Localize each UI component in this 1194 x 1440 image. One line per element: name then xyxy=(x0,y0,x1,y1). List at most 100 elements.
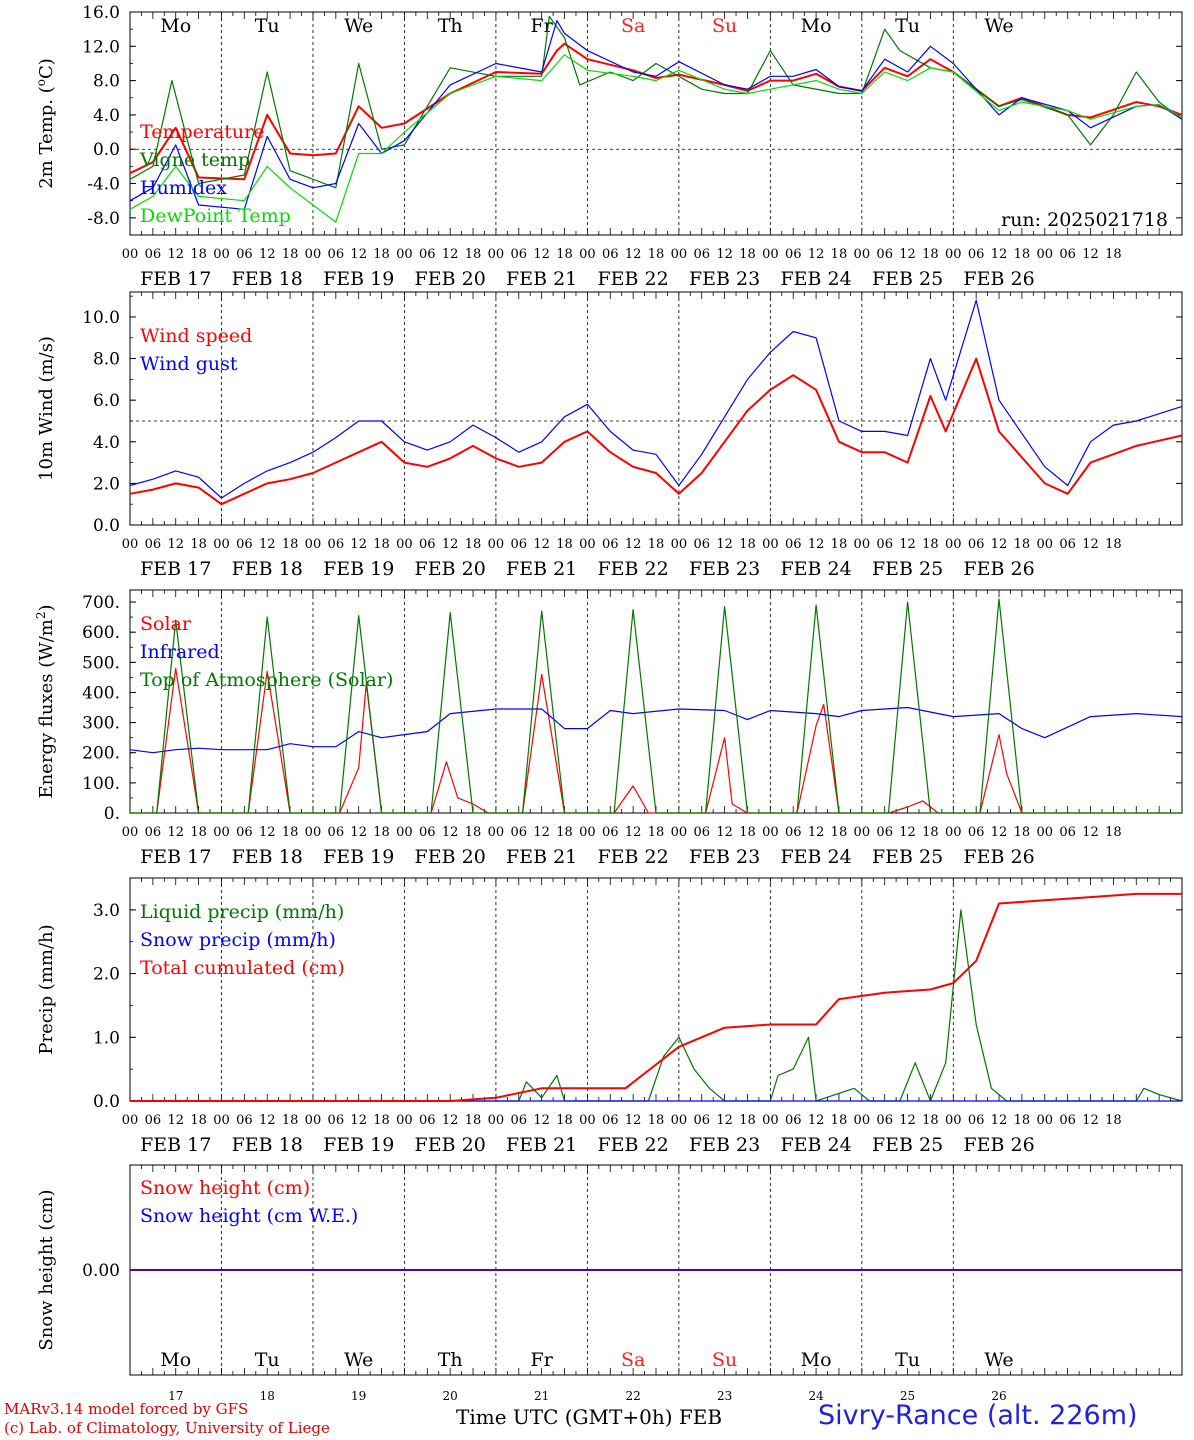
x-hour-label: 12 xyxy=(625,1113,642,1128)
x-hour-label: 12 xyxy=(442,1113,459,1128)
x-hour-label: 00 xyxy=(579,1113,596,1128)
x-hour-label: 12 xyxy=(350,247,367,262)
legend-entry: Humidex xyxy=(140,177,227,199)
panel-wind: 0.0 2.0 4.0 6.0 8.0 10.0 10m Wind (m/s) 00 06 12 1… xyxy=(36,291,1183,580)
y-tick-label: 100. xyxy=(82,774,120,794)
plot-frame xyxy=(129,11,1183,236)
x-hour-label: 18 xyxy=(190,825,207,840)
x-hour-label: 12 xyxy=(716,247,733,262)
series-line-infrared xyxy=(129,706,1183,754)
y-tick-label: 0. xyxy=(104,804,120,824)
x-day-number: 18 xyxy=(260,1389,275,1403)
day-letter: Tu xyxy=(895,15,920,37)
y-axis-label: Snow height (cm) xyxy=(36,1189,57,1350)
x-hour-label: 00 xyxy=(854,247,871,262)
y-tick-label: 0.00 xyxy=(82,1261,120,1281)
x-hour-label: 06 xyxy=(602,247,619,262)
y-tick-label: 4.0 xyxy=(93,106,120,126)
x-date-label: FEB 19 xyxy=(323,1134,394,1156)
x-hour-label: 00 xyxy=(945,247,962,262)
x-hour-label: 00 xyxy=(1037,537,1054,552)
series-line-total-cumulated-cm- xyxy=(130,892,1182,1102)
x-hour-label: 00 xyxy=(305,247,322,262)
x-hour-label: 12 xyxy=(625,537,642,552)
y-tick-label: 8.0 xyxy=(93,72,120,92)
day-letter: Fr xyxy=(531,1349,554,1371)
x-hour-label: 06 xyxy=(693,825,710,840)
x-hour-label: 12 xyxy=(442,537,459,552)
x-hour-label: 18 xyxy=(556,247,573,262)
legend-entry: Snow precip (mm/h) xyxy=(140,929,336,951)
x-hour-label: 12 xyxy=(808,825,825,840)
x-hour-label: 12 xyxy=(899,247,916,262)
x-hour-label: 18 xyxy=(190,537,207,552)
x-date-label: FEB 24 xyxy=(780,268,851,290)
x-hour-label: 06 xyxy=(328,247,345,262)
day-letter: Th xyxy=(438,1349,463,1371)
x-date-label: FEB 17 xyxy=(140,558,211,580)
x-hour-label: 06 xyxy=(876,1113,893,1128)
x-hour-label: 18 xyxy=(1014,537,1031,552)
x-hour-label: 18 xyxy=(922,1113,939,1128)
x-date-label: FEB 23 xyxy=(689,1134,760,1156)
x-hour-label: 12 xyxy=(991,247,1008,262)
y-axis-label: 10m Wind (m/s) xyxy=(36,336,57,481)
x-hour-label: 12 xyxy=(533,537,550,552)
x-hour-label: 00 xyxy=(945,1113,962,1128)
model-credit: MARv3.14 model forced by GFS (c) Lab. of… xyxy=(4,1400,330,1438)
legend-entry: Liquid precip (mm/h) xyxy=(140,901,344,923)
x-day-number: 20 xyxy=(443,1389,458,1403)
x-hour-label: 18 xyxy=(465,537,482,552)
x-date-label: FEB 24 xyxy=(780,1134,851,1156)
x-date-label: FEB 18 xyxy=(232,1134,303,1156)
x-hour-label: 00 xyxy=(671,1113,688,1128)
x-date-label: FEB 22 xyxy=(598,268,669,290)
x-hour-label: 18 xyxy=(373,247,390,262)
x-hour-label: 12 xyxy=(991,537,1008,552)
x-hour-label: 00 xyxy=(122,537,139,552)
x-hour-label: 00 xyxy=(854,537,871,552)
x-date-label: FEB 25 xyxy=(872,268,943,290)
series-line-wind-speed xyxy=(129,357,1183,506)
x-hour-label: 18 xyxy=(556,825,573,840)
x-hour-label: 18 xyxy=(465,825,482,840)
x-hour-label: 00 xyxy=(213,247,230,262)
y-tick-label: 10.0 xyxy=(82,308,120,328)
x-date-label: FEB 24 xyxy=(780,558,851,580)
x-hour-label: 00 xyxy=(488,1113,505,1128)
x-hour-label: 06 xyxy=(785,247,802,262)
x-day-number: 21 xyxy=(534,1389,549,1403)
series-line-humidex xyxy=(129,20,1183,210)
x-hour-label: 06 xyxy=(1059,247,1076,262)
x-hour-label: 06 xyxy=(511,1113,528,1128)
x-date-label: FEB 22 xyxy=(598,1134,669,1156)
x-hour-label: 06 xyxy=(602,825,619,840)
x-hour-label: 12 xyxy=(533,247,550,262)
x-hour-label: 06 xyxy=(328,537,345,552)
x-date-label: FEB 24 xyxy=(780,846,851,868)
x-hour-label: 18 xyxy=(282,537,299,552)
x-hour-label: 00 xyxy=(488,247,505,262)
series-line-dewpoint-temp xyxy=(129,54,1183,223)
x-date-label: FEB 20 xyxy=(415,846,486,868)
y-tick-label: 1.0 xyxy=(93,1028,120,1048)
x-hour-label: 00 xyxy=(1037,247,1054,262)
x-hour-label: 00 xyxy=(854,825,871,840)
x-date-label: FEB 17 xyxy=(140,846,211,868)
y-tick-label: 0.0 xyxy=(93,1092,120,1112)
legend-entry: DewPoint Temp xyxy=(140,205,291,227)
x-hour-label: 18 xyxy=(739,825,756,840)
model-line-1: MARv3.14 model forced by GFS xyxy=(4,1400,249,1418)
x-hour-label: 12 xyxy=(1082,1113,1099,1128)
x-hour-label: 18 xyxy=(922,537,939,552)
x-hour-label: 18 xyxy=(373,825,390,840)
x-hour-label: 18 xyxy=(373,537,390,552)
x-hour-label: 18 xyxy=(1014,825,1031,840)
x-date-label: FEB 23 xyxy=(689,558,760,580)
x-hour-label: 12 xyxy=(167,1113,184,1128)
x-hour-label: 18 xyxy=(831,247,848,262)
x-hour-label: 12 xyxy=(1082,247,1099,262)
x-hour-label: 00 xyxy=(762,825,779,840)
x-date-label: FEB 22 xyxy=(598,846,669,868)
